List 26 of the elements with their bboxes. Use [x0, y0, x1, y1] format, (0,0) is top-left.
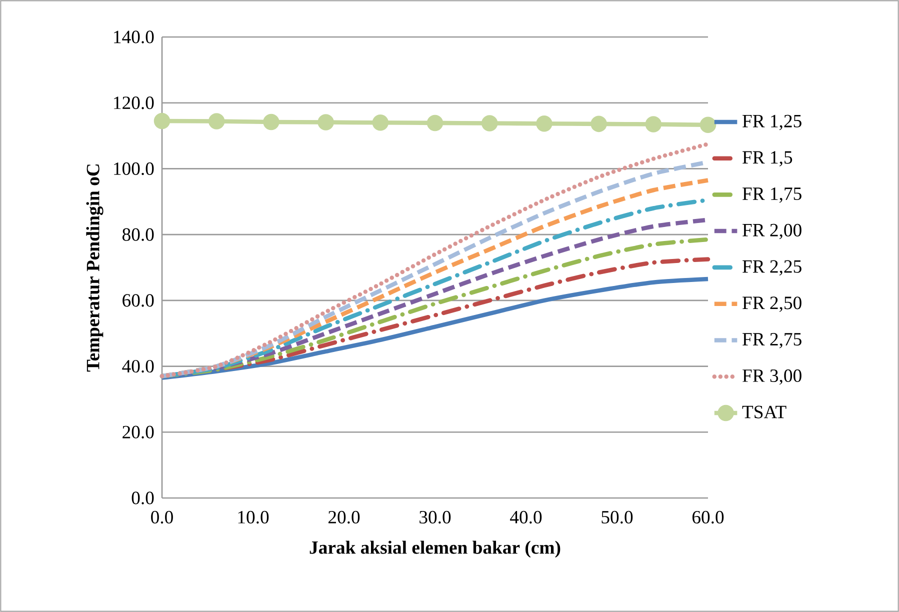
x-tick-label: 10.0: [238, 510, 269, 524]
legend-label: FR 2,50: [742, 296, 802, 312]
legend-label: TSAT: [742, 406, 786, 418]
x-tick-label: 30.0: [420, 510, 451, 524]
x-tick-label: 60.0: [692, 510, 724, 524]
legend-label: FR 1,5: [742, 151, 792, 166]
legend-label: FR 3,00: [742, 369, 802, 385]
x-tick-label: 50.0: [602, 510, 633, 524]
y-tick-label: 20.0: [122, 426, 154, 438]
legend-label: FR 2,00: [742, 224, 802, 240]
y-tick-label: 60.0: [122, 294, 154, 307]
legend-label: FR 1,75: [742, 188, 802, 203]
y-tick-label: 40.0: [122, 360, 154, 373]
x-axis-title: Jarak aksial elemen bakar (cm): [310, 540, 560, 558]
y-tick-label: 140.0: [114, 30, 154, 44]
x-tick-label: 0.0: [151, 510, 173, 524]
y-tick-label: 80.0: [122, 228, 154, 241]
y-tick-label: 120.0: [114, 96, 154, 110]
legend-label: FR 2,75: [742, 333, 802, 348]
legend-label: FR 1,25: [742, 114, 802, 130]
x-tick-label: 40.0: [510, 510, 542, 524]
y-tick-label: 0.0: [132, 492, 154, 504]
x-tick-label: 20.0: [328, 510, 360, 524]
y-axis-title: Temperatur Pendingin oC: [86, 164, 104, 372]
legend-label: FR 2,25: [742, 260, 802, 276]
y-tick-label: 100.0: [114, 162, 154, 176]
